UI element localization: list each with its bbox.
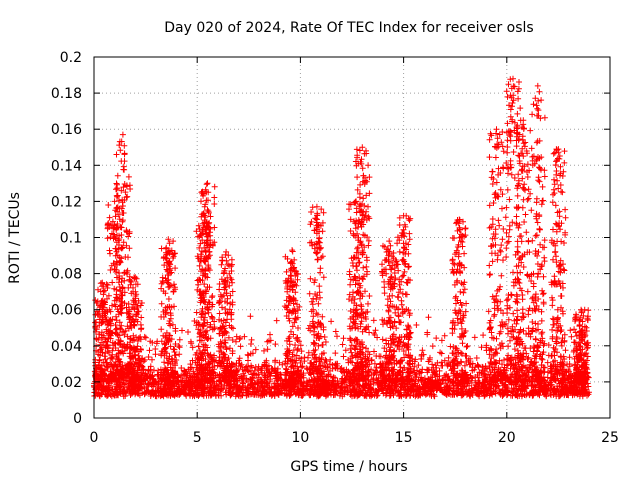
- y-axis-label: ROTI / TECUs: [7, 192, 23, 284]
- x-tick-label: 10: [291, 430, 309, 446]
- axis-ticks: 0 5 10 15 20 25 0 0.02 0.04 0.06 0.08 0.1 0.12 0.14 0.…: [51, 50, 619, 446]
- data-points: [91, 75, 592, 400]
- y-tick-label: 0.2: [60, 50, 82, 66]
- data-point-markers: [91, 75, 592, 400]
- x-tick-label: 0: [90, 430, 99, 446]
- y-tick-label: 0.02: [51, 375, 82, 391]
- y-tick-label: 0.04: [51, 339, 82, 355]
- x-tick-label: 15: [395, 430, 413, 446]
- chart-title: Day 020 of 2024, Rate Of TEC Index for r…: [164, 20, 533, 36]
- y-tick-label: 0.14: [51, 158, 82, 174]
- y-tick-label: 0.08: [51, 267, 82, 283]
- y-tick-label: 0.16: [51, 122, 82, 138]
- y-tick-label: 0.18: [51, 86, 82, 102]
- x-tick-label: 5: [193, 430, 202, 446]
- y-tick-label: 0.06: [51, 303, 82, 319]
- y-tick-label: 0.1: [60, 231, 82, 247]
- y-tick-label: 0: [73, 411, 82, 427]
- y-tick-label: 0.12: [51, 194, 82, 210]
- x-tick-label: 20: [498, 430, 516, 446]
- x-tick-label: 25: [601, 430, 619, 446]
- x-axis-label: GPS time / hours: [290, 459, 407, 475]
